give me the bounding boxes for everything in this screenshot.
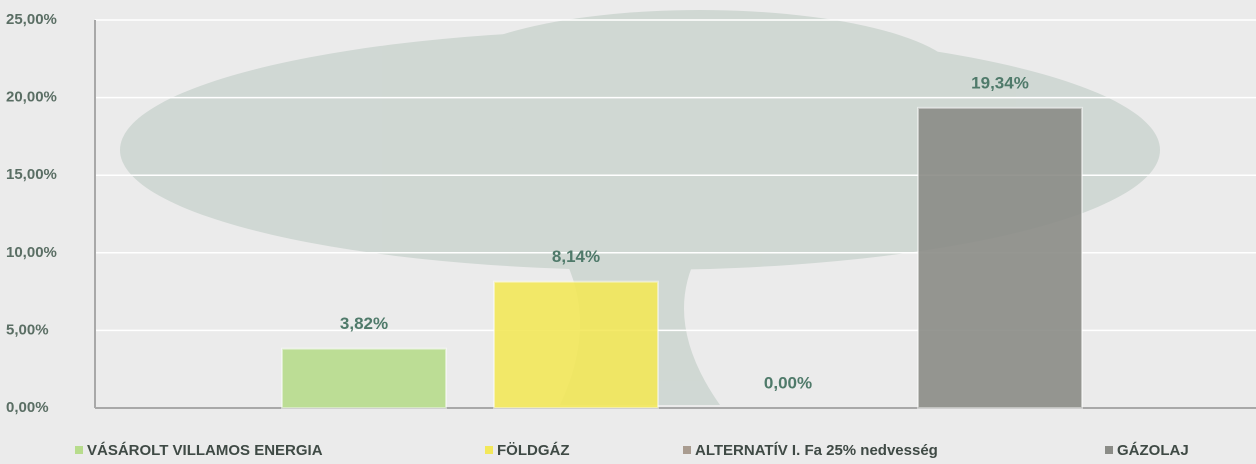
tree-watermark bbox=[120, 10, 1160, 405]
y-tick-label: 20,00% bbox=[6, 89, 57, 106]
legend-marker bbox=[1105, 446, 1113, 454]
bar bbox=[917, 106, 1083, 409]
y-tick-label: 5,00% bbox=[6, 321, 49, 338]
legend-marker bbox=[75, 446, 83, 454]
y-tick-label: 0,00% bbox=[6, 399, 49, 416]
value-label: 8,14% bbox=[552, 247, 600, 266]
legend-marker bbox=[485, 446, 493, 454]
y-tick-label: 15,00% bbox=[6, 166, 57, 183]
legend-label: FÖLDGÁZ bbox=[497, 442, 570, 459]
legend-marker bbox=[683, 446, 691, 454]
legend-label: GÁZOLAJ bbox=[1117, 442, 1189, 459]
value-label: 3,82% bbox=[340, 314, 388, 333]
y-tick-label: 10,00% bbox=[6, 244, 57, 261]
bar bbox=[281, 347, 447, 409]
bar bbox=[493, 280, 659, 410]
value-label: 19,34% bbox=[971, 73, 1029, 92]
legend-label: VÁSÁROLT VILLAMOS ENERGIA bbox=[87, 442, 323, 459]
y-tick-label: 25,00% bbox=[6, 11, 57, 28]
legend-label: ALTERNATÍV I. Fa 25% nedvesség bbox=[695, 442, 938, 459]
value-label: 0,00% bbox=[764, 373, 812, 392]
